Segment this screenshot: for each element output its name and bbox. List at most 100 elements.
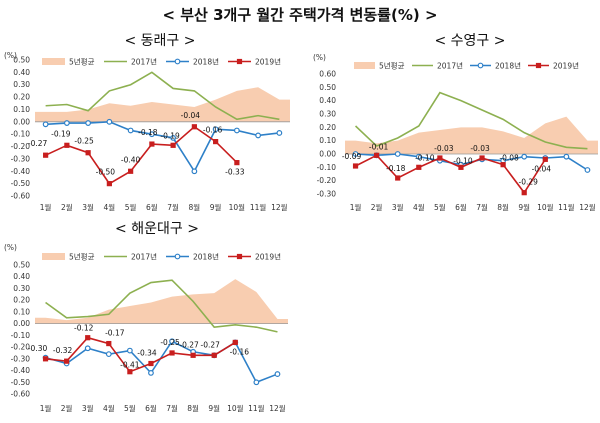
haeundae-legend-label-3: 2019년	[255, 252, 281, 262]
suyeong-legend-swatch-0	[354, 62, 375, 69]
dongnae-x-tick-8: 9월	[210, 202, 222, 212]
haeundae-point-2018-6	[169, 338, 175, 345]
haeundae-x-tick-11: 12월	[269, 403, 286, 413]
dongnae-point-2019-2	[85, 150, 91, 156]
haeundae-data-label-3: -0.17	[105, 329, 125, 338]
haeundae-x-tick-4: 5월	[124, 403, 136, 413]
haeundae-data-label-1: -0.32	[53, 346, 73, 355]
dongnae-point-2018-7	[191, 168, 198, 175]
suyeong-y-tick-7: -0.10	[317, 163, 337, 172]
suyeong-x-tick-8: 9월	[518, 202, 530, 212]
dongnae-y-tick-0: 0.50	[13, 56, 30, 65]
dongnae-data-label-8: -0.16	[203, 126, 223, 135]
suyeong-y-tick-0: 0.60	[319, 70, 336, 79]
dongnae-point-2019-6	[170, 142, 176, 148]
haeundae-point-2019-4	[127, 369, 133, 375]
suyeong-x-tick-9: 10월	[537, 202, 554, 212]
dongnae-point-2018-2	[85, 120, 92, 126]
suyeong-legend-label-3: 2019년	[553, 61, 579, 71]
haeundae-x-tick-0: 1월	[40, 403, 52, 413]
dongnae-data-label-9: -0.33	[225, 168, 245, 177]
dongnae-point-2018-10	[255, 132, 262, 139]
suyeong-x-tick-11: 12월	[579, 202, 596, 212]
dongnae-legend-label-3: 2019년	[255, 57, 281, 67]
suyeong-y-tick-3: 0.30	[319, 110, 336, 119]
haeundae-point-2018-2	[84, 345, 91, 352]
suyeong-point-2019-5	[458, 164, 464, 170]
haeundae-y-tick-10: -0.50	[11, 378, 31, 387]
suyeong-x-tick-7: 8월	[497, 202, 509, 212]
dongnae-y-tick-1: 0.40	[13, 68, 30, 77]
haeundae-data-label-0: -0.30	[28, 344, 48, 353]
dongnae-line-1	[45, 121, 280, 173]
suyeong-point-2018-8	[521, 153, 528, 160]
haeundae-y-tick-11: -0.60	[11, 390, 31, 399]
dongnae-x-tick-4: 5월	[125, 202, 137, 212]
dongnae-x-tick-0: 1월	[40, 202, 52, 212]
chart-title-dongnae: < 동래구 >	[124, 33, 196, 49]
dongnae-point-2019-3	[106, 181, 112, 187]
suyeong-point-2018-0	[352, 151, 359, 157]
suyeong-y-tick-1: 0.50	[319, 83, 336, 92]
dongnae-line-0	[45, 71, 280, 121]
haeundae-data-label-4: -0.41	[120, 361, 140, 370]
suyeong-x-tick-2: 3월	[392, 202, 404, 212]
suyeong-point-2019-3	[416, 164, 422, 170]
haeundae-data-label-9: -0.16	[230, 347, 250, 356]
suyeong-data-label-8: -0.29	[519, 178, 539, 187]
haeundae-x-tick-7: 8월	[187, 403, 199, 413]
haeundae-data-label-2: -0.12	[74, 324, 94, 333]
haeundae-x-tick-5: 6월	[145, 403, 157, 413]
dongnae-y-tick-10: -0.50	[11, 179, 31, 188]
suyeong-legend-label-1: 2017년	[437, 61, 463, 71]
dongnae-point-2018-9	[233, 127, 240, 134]
suyeong-point-2019-7	[500, 162, 506, 168]
haeundae-point-2019-0	[42, 356, 49, 362]
haeundae-x-tick-9: 10월	[227, 403, 244, 413]
dongnae-x-tick-11: 12월	[271, 202, 288, 212]
haeundae-unit-label: (%)	[4, 243, 17, 252]
suyeong-point-2019-6	[479, 155, 485, 161]
dongnae-x-tick-9: 10월	[229, 202, 246, 212]
haeundae-line-2	[45, 336, 236, 373]
suyeong-legend-marker-2	[477, 62, 484, 69]
dongnae-y-tick-5: 0.00	[13, 117, 30, 126]
main-title: < 부산 3개구 월간 주택가격 변동률(%) >	[162, 6, 438, 24]
dongnae-x-tick-10: 11월	[250, 202, 267, 212]
dongnae-legend-label-0: 5년평균	[69, 57, 95, 67]
dongnae-x-tick-7: 8월	[189, 202, 201, 212]
haeundae-y-tick-7: -0.20	[11, 343, 31, 352]
haeundae-point-2019-3	[106, 340, 112, 347]
dongnae-point-2019-5	[149, 141, 155, 147]
dongnae-point-2018-5	[148, 131, 155, 138]
dongnae-data-label-5: -0.18	[138, 128, 158, 137]
suyeong-y-tick-2: 0.40	[319, 96, 336, 105]
haeundae-point-2018-4	[126, 347, 133, 354]
haeundae-data-label-6: -0.25	[160, 338, 180, 347]
suyeong-x-tick-4: 5월	[434, 202, 446, 212]
dongnae-legend-marker-2	[174, 58, 181, 65]
haeundae-y-tick-8: -0.30	[11, 354, 31, 363]
haeundae-line-0	[45, 279, 278, 333]
suyeong-point-2019-0	[352, 163, 359, 169]
haeundae-point-2019-8	[211, 352, 217, 358]
haeundae-point-2018-11	[274, 371, 281, 377]
suyeong-legend-marker-3	[535, 62, 542, 69]
suyeong-line-0	[354, 91, 588, 150]
dongnae-point-2018-1	[63, 120, 70, 126]
haeundae-legend-label-0: 5년평균	[69, 252, 95, 262]
suyeong-x-tick-1: 2월	[371, 202, 383, 212]
haeundae-x-tick-3: 4월	[103, 403, 115, 413]
haeundae-legend-label-1: 2017년	[131, 252, 157, 262]
suyeong-x-tick-10: 11월	[558, 202, 575, 212]
suyeong-x-tick-3: 4월	[413, 202, 425, 212]
suyeong-data-label-0: -0.09	[342, 152, 362, 161]
suyeong-data-label-9: -0.04	[532, 164, 552, 173]
haeundae-point-2019-1	[64, 358, 70, 364]
suyeong-point-2018-10	[563, 153, 570, 160]
dongnae-legend-label-1: 2017년	[131, 57, 157, 67]
suyeong-data-label-2: -0.18	[386, 164, 406, 173]
dongnae-data-label-6: -0.19	[160, 131, 180, 140]
